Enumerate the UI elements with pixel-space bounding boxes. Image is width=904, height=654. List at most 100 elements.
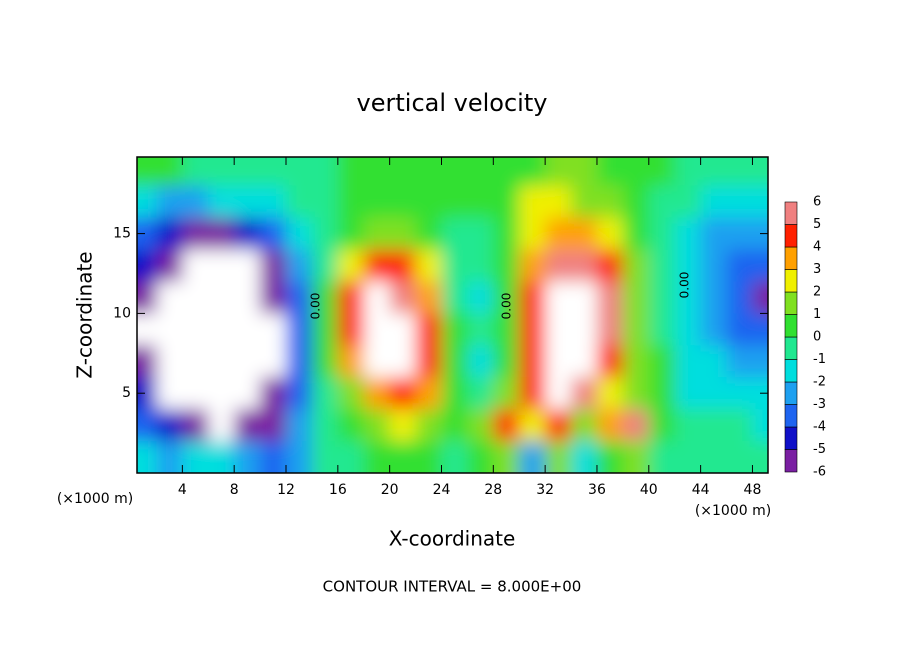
colorbar-swatch	[784, 246, 798, 270]
cell	[415, 377, 442, 410]
cell	[674, 281, 702, 314]
colorbar-label: 1	[813, 307, 821, 322]
cell	[260, 281, 287, 314]
colorbar-label: -2	[813, 375, 826, 390]
cell	[467, 377, 494, 410]
cell	[389, 157, 417, 187]
cell	[286, 249, 313, 282]
cell	[648, 409, 676, 442]
cell	[337, 377, 365, 410]
cell	[208, 249, 235, 282]
cell	[208, 313, 235, 346]
cell	[545, 217, 572, 251]
colorbar-label: 4	[813, 240, 821, 255]
cell	[648, 249, 676, 282]
cell	[156, 377, 183, 410]
cell	[208, 157, 235, 187]
cell	[286, 441, 313, 473]
x-tick-label: 40	[640, 482, 658, 498]
cell	[337, 345, 365, 378]
cell	[596, 281, 624, 314]
cell	[493, 281, 520, 314]
cell	[571, 217, 598, 251]
cell	[545, 441, 572, 473]
colorbar-swatch	[784, 336, 798, 360]
x-unit: (×1000 m)	[695, 503, 771, 519]
cell	[545, 313, 572, 346]
cell	[493, 313, 520, 346]
cell	[286, 313, 313, 346]
cell	[389, 345, 417, 378]
cell	[700, 157, 728, 187]
colorbar-label: 3	[813, 262, 821, 277]
cell	[311, 377, 339, 410]
cell	[596, 217, 624, 251]
cell	[493, 377, 520, 410]
cell	[441, 281, 468, 314]
colorbar-swatch	[784, 381, 798, 405]
colorbar-label: -5	[813, 442, 826, 457]
cell	[137, 377, 157, 410]
cell	[571, 185, 598, 219]
cell	[545, 377, 572, 410]
x-tick-label: 16	[329, 482, 347, 498]
cell	[208, 409, 235, 442]
cell	[752, 157, 768, 187]
cell	[337, 157, 365, 187]
cell	[545, 409, 572, 442]
cell	[156, 441, 183, 473]
cell	[363, 249, 391, 282]
y-tick-label: 15	[113, 226, 131, 242]
cell	[700, 377, 728, 410]
cell	[234, 157, 261, 187]
cell	[137, 185, 157, 219]
cell	[363, 409, 391, 442]
cell	[622, 281, 650, 314]
cell	[182, 313, 209, 346]
cell	[137, 157, 157, 187]
cell	[156, 217, 183, 251]
cell	[415, 409, 442, 442]
cell	[726, 409, 753, 442]
colorbar-swatch	[784, 359, 798, 383]
cell	[182, 157, 209, 187]
cell	[622, 441, 650, 473]
cell	[311, 217, 339, 251]
cell	[389, 409, 417, 442]
cell	[260, 217, 287, 251]
cell	[208, 185, 235, 219]
cell	[596, 313, 624, 346]
cell	[363, 157, 391, 187]
cell	[700, 409, 728, 442]
x-tick-label: 44	[692, 482, 710, 498]
cell	[648, 377, 676, 410]
cell	[726, 313, 753, 346]
cell	[311, 281, 339, 314]
cell	[415, 185, 442, 219]
cell	[752, 345, 768, 378]
cell	[493, 185, 520, 219]
cell	[234, 249, 261, 282]
cell	[363, 281, 391, 314]
cell	[545, 281, 572, 314]
cell	[596, 441, 624, 473]
x-axis-label: X-coordinate	[389, 527, 516, 551]
colorbar-label: -4	[813, 420, 826, 435]
cell	[648, 313, 676, 346]
cell	[700, 441, 728, 473]
cell	[415, 313, 442, 346]
cell	[337, 441, 365, 473]
cell	[363, 441, 391, 473]
cell	[519, 249, 546, 282]
plot-frame	[136, 156, 769, 474]
cell	[441, 249, 468, 282]
cell	[137, 249, 157, 282]
x-tick-label: 48	[744, 482, 762, 498]
cell	[286, 281, 313, 314]
cell	[208, 441, 235, 473]
cell	[182, 185, 209, 219]
cell	[674, 345, 702, 378]
cell	[389, 377, 417, 410]
cell	[156, 249, 183, 282]
cell	[467, 281, 494, 314]
